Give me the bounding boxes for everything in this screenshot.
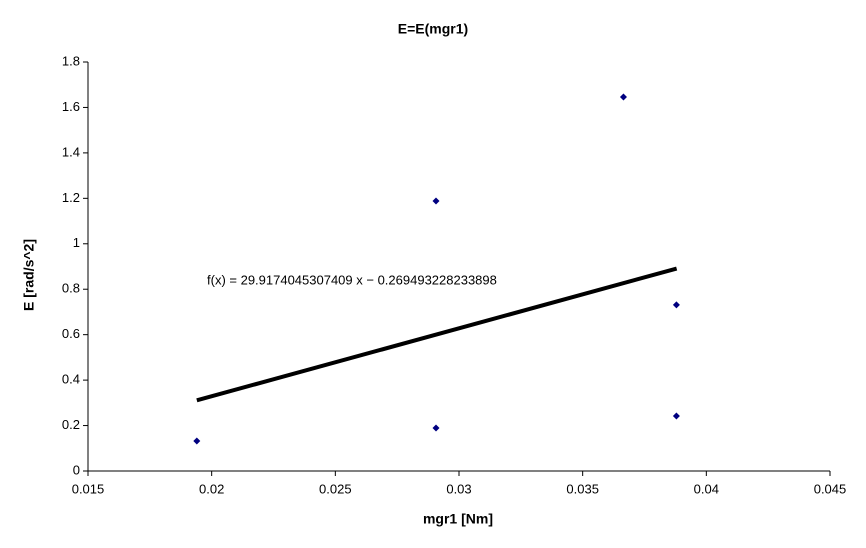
trendline (196, 266, 678, 403)
y-tick-label: 1.6 (62, 99, 80, 114)
data-point (193, 437, 201, 445)
y-tick-label: 0.2 (62, 417, 80, 432)
trendline-equation: f(x) = 29.9174045307409 x − 0.2694932282… (207, 272, 497, 287)
data-point (432, 197, 440, 205)
x-tick-label: 0.045 (814, 481, 847, 496)
y-tick-label: 0.8 (62, 281, 80, 296)
data-point (672, 301, 680, 309)
x-axis-label: mgr1 [Nm] (423, 511, 493, 527)
y-tick-label: 0 (73, 462, 80, 477)
y-tick-label: 1.2 (62, 190, 80, 205)
x-tick-label: 0.035 (566, 481, 599, 496)
x-tick-label: 0.025 (319, 481, 352, 496)
y-tick-label: 1.8 (62, 53, 80, 68)
x-tick-label: 0.02 (199, 481, 224, 496)
x-tick-label: 0.03 (446, 481, 471, 496)
y-axis-label: E [rad/s^2] (21, 239, 37, 311)
data-point (432, 424, 440, 432)
data-point (619, 93, 627, 101)
x-tick-label: 0.015 (72, 481, 105, 496)
y-tick-label: 0.6 (62, 326, 80, 341)
y-tick-label: 1 (73, 235, 80, 250)
data-point (672, 412, 680, 420)
y-tick-label: 0.4 (62, 372, 80, 387)
y-tick-label: 1.4 (62, 144, 80, 159)
chart-title: E=E(mgr1) (398, 21, 468, 37)
x-tick-label: 0.04 (694, 481, 719, 496)
